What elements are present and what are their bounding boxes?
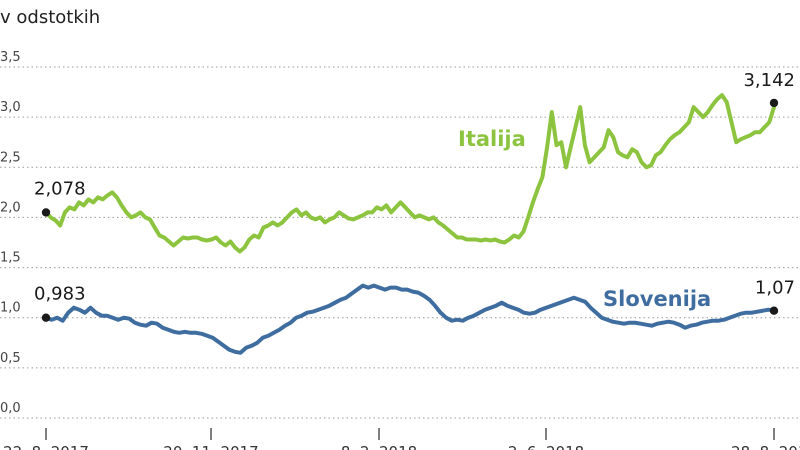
y-tick-label: 2,0 xyxy=(0,200,21,215)
y-tick-label: 2,5 xyxy=(0,150,21,165)
end-value-label: 1,07 xyxy=(755,278,795,299)
start-point xyxy=(41,208,51,217)
y-tick-label: 1,5 xyxy=(0,251,21,266)
y-tick-label: 3,5 xyxy=(0,50,21,65)
y-tick-label: 3,0 xyxy=(0,100,21,115)
end-point xyxy=(769,98,779,108)
y-tick-label: 0,5 xyxy=(0,351,21,366)
series-name-label: Slovenija xyxy=(603,287,711,311)
y-tick-label: 0,0 xyxy=(0,401,21,416)
x-tick-label: 22. 8. 2017 xyxy=(3,443,89,450)
y-tick-label: 1,0 xyxy=(0,301,21,316)
start-value-label: 2,078 xyxy=(34,178,86,199)
start-value-label: 0,983 xyxy=(34,284,86,305)
start-point xyxy=(41,313,51,322)
x-tick-label: 8. 2. 2018 xyxy=(341,443,417,450)
series-line-slovenija xyxy=(44,283,776,355)
x-tick-label: 2. 6. 2018 xyxy=(508,443,584,450)
unit-label: v odstotkih xyxy=(0,7,100,28)
end-value-label: 3,142 xyxy=(743,70,795,91)
series-name-label: Italija xyxy=(458,127,526,151)
x-tick-label: 20. 11. 2017 xyxy=(163,443,258,450)
x-tick-label: 28. 8. 2018 xyxy=(731,443,800,450)
end-point xyxy=(769,306,779,315)
series-line-italija xyxy=(44,93,776,254)
